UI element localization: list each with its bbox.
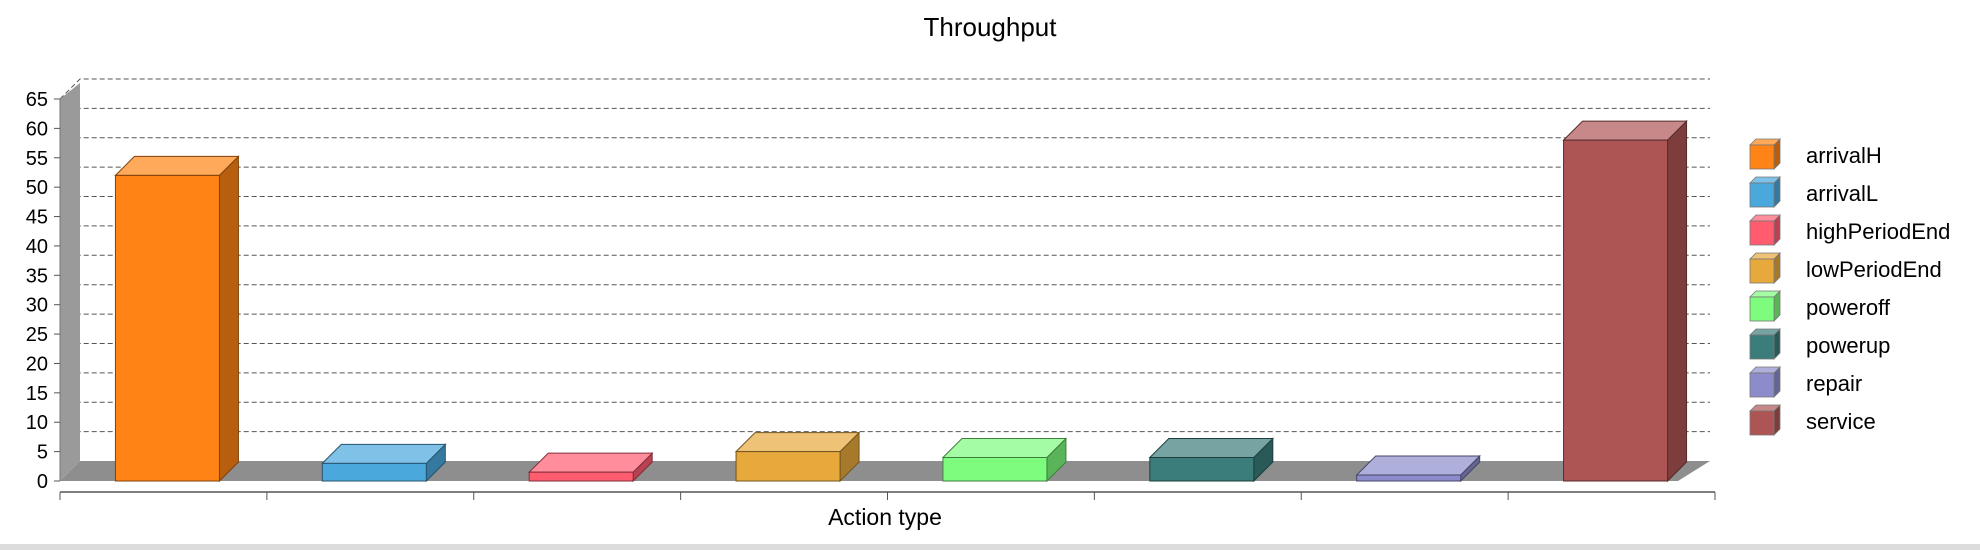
plot-left-wall <box>60 83 80 481</box>
bar-front <box>321 462 427 482</box>
legend-swatch <box>1749 220 1775 246</box>
gridline <box>59 137 1710 159</box>
bar-front <box>1149 456 1255 482</box>
gridlines <box>59 78 1710 452</box>
legend-swatch <box>1749 410 1775 436</box>
bar-front <box>114 174 220 482</box>
y-tick-label: 45 <box>26 207 48 229</box>
bar-highPeriodEnd <box>527 451 654 483</box>
y-tick-label: 35 <box>26 265 48 287</box>
legend-item-powerup: powerup <box>1749 328 1890 360</box>
bar-top <box>321 443 447 464</box>
bottom-strip <box>0 544 1980 550</box>
bar-front <box>735 451 841 482</box>
bar-arrivalL <box>321 443 447 483</box>
legend-swatch <box>1749 296 1775 322</box>
bar-front <box>1356 474 1462 482</box>
y-tick-label: 40 <box>26 236 48 258</box>
bar-front <box>528 471 634 482</box>
legend-label: repair <box>1806 371 1862 396</box>
legend-label: service <box>1806 409 1876 434</box>
legend-item-highPeriodEnd: highPeriodEnd <box>1749 214 1950 246</box>
bar-top <box>527 452 654 473</box>
legend-item-lowPeriodEnd: lowPeriodEnd <box>1749 252 1942 284</box>
chart-title: Throughput <box>924 12 1058 42</box>
plot-floor <box>60 461 1710 481</box>
gridline <box>59 431 1710 452</box>
bar-top <box>1355 455 1481 476</box>
gridline <box>59 225 1710 247</box>
y-tick-label: 55 <box>26 148 48 170</box>
bar-side <box>1667 119 1688 483</box>
bar-side <box>218 155 239 483</box>
y-tick-label: 15 <box>26 383 48 405</box>
bar-top <box>1148 437 1275 458</box>
legend-swatch <box>1749 144 1775 170</box>
bar-top <box>734 432 861 453</box>
y-tick-label: 60 <box>26 118 48 140</box>
legend-swatch <box>1749 182 1775 208</box>
gridline <box>59 342 1710 364</box>
y-tick-label: 5 <box>37 442 48 464</box>
y-tick-label: 30 <box>26 295 48 317</box>
legend-swatch <box>1749 334 1775 360</box>
gridline <box>59 78 1710 100</box>
legend-label: arrivalL <box>1806 181 1878 206</box>
legend-swatch <box>1749 258 1775 284</box>
bar-top <box>114 155 240 176</box>
gridline <box>59 254 1710 276</box>
bar-poweroff <box>941 437 1068 483</box>
bar-powerup <box>1148 437 1275 483</box>
y-tick-label: 20 <box>26 353 48 375</box>
gridline <box>59 107 1710 129</box>
legend-item-repair: repair <box>1749 366 1862 398</box>
legend-label: arrivalH <box>1806 143 1882 168</box>
y-tick-label: 10 <box>26 412 48 434</box>
legend-label: highPeriodEnd <box>1806 219 1950 244</box>
bars <box>114 119 1688 483</box>
legend: arrivalH arrivalL highPeriodEnd lowPeriodEn… <box>1749 138 1950 436</box>
gridline <box>59 372 1710 394</box>
legend-item-arrivalL: arrivalL <box>1749 176 1878 208</box>
legend-item-arrivalH: arrivalH <box>1749 138 1882 170</box>
bar-repair <box>1355 454 1481 483</box>
gridline <box>59 313 1710 335</box>
bar-lowPeriodEnd <box>734 431 861 483</box>
y-tick-label: 0 <box>37 471 48 493</box>
bar-arrivalH <box>114 155 240 483</box>
bar-top <box>941 437 1068 458</box>
y-tick-label: 50 <box>26 177 48 199</box>
gridline <box>59 401 1710 423</box>
gridline <box>59 284 1710 306</box>
axes: 0 5 10 15 20 25 30 35 40 45 50 55 60 65 <box>26 83 1716 500</box>
bar-front <box>1563 139 1669 482</box>
legend-label: powerup <box>1806 333 1890 358</box>
bar-top <box>1562 120 1688 141</box>
gridline <box>59 166 1710 188</box>
legend-swatch <box>1749 372 1775 398</box>
legend-label: poweroff <box>1806 295 1891 320</box>
bar-service <box>1562 119 1688 483</box>
y-tick-label: 65 <box>26 89 48 111</box>
legend-label: lowPeriodEnd <box>1806 257 1942 282</box>
bar-front <box>942 456 1048 482</box>
legend-item-service: service <box>1749 404 1876 436</box>
y-tick-label: 25 <box>26 324 48 346</box>
x-axis-label: Action type <box>828 504 942 530</box>
legend-item-poweroff: poweroff <box>1749 290 1891 322</box>
gridline <box>59 196 1710 217</box>
